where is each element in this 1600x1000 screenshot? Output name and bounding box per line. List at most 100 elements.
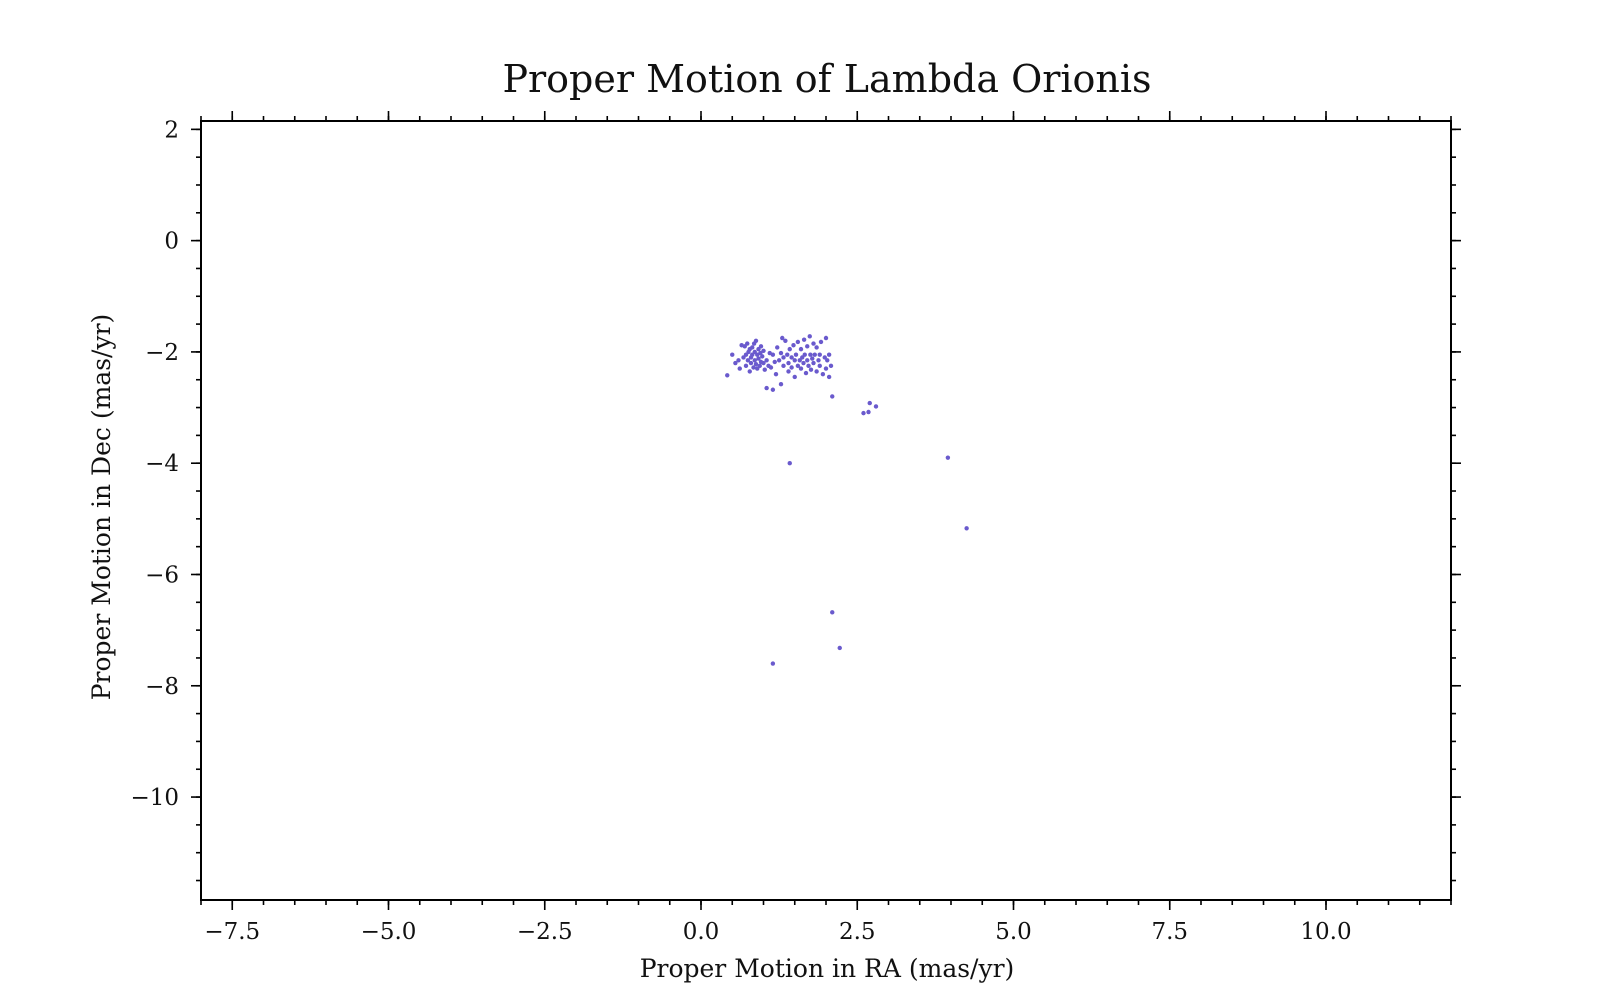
scatter-point: [785, 352, 790, 357]
x-tick-label: −7.5: [204, 919, 260, 945]
scatter-point: [770, 352, 776, 357]
scatter-point: [733, 360, 738, 366]
scatter-point: [764, 385, 769, 391]
scatter-point: [775, 345, 780, 350]
scatter-point: [945, 455, 951, 460]
scatter-point: [830, 394, 835, 399]
axis-ticks: [191, 111, 1461, 910]
scatter-point: [745, 358, 751, 363]
x-tick-label: 5.0: [995, 919, 1032, 945]
scatter-point: [826, 374, 832, 380]
scatter-point: [795, 363, 801, 369]
scatter-point: [770, 661, 776, 666]
scatter-point: [826, 352, 832, 357]
scatter-point: [764, 358, 769, 363]
scatter-point: [811, 360, 816, 366]
scatter-point: [807, 334, 812, 339]
x-axis-label: Proper Motion in RA (mas/yr): [640, 954, 1015, 983]
scatter-point: [787, 461, 792, 466]
scatter-point: [798, 346, 804, 352]
scatter-point: [812, 352, 817, 357]
scatter-point: [837, 645, 842, 651]
x-tick-label: 2.5: [839, 919, 876, 945]
scatter-point: [750, 345, 755, 350]
scatter-point: [817, 352, 822, 357]
scatter-point: [789, 365, 794, 370]
x-tick-label: −5.0: [361, 919, 417, 945]
scatter-point: [758, 344, 764, 349]
data-points: [725, 334, 969, 666]
scatter-point: [792, 374, 797, 380]
scatter-point: [791, 343, 796, 348]
scatter-point: [820, 371, 826, 377]
scatter-point: [795, 339, 801, 345]
scatter-point: [751, 365, 756, 370]
scatter-point: [803, 370, 809, 376]
scatter-point: [814, 345, 819, 350]
scatter-point: [818, 339, 824, 345]
scatter-point: [756, 356, 761, 361]
scatter-point: [787, 346, 792, 352]
scatter-point: [783, 338, 788, 343]
y-tick-label: −2: [145, 340, 179, 366]
x-tick-label: 7.5: [1151, 919, 1188, 945]
scatter-point: [798, 366, 804, 371]
y-tick-label: −10: [130, 785, 179, 811]
scatter-point: [730, 352, 735, 357]
scatter-point: [747, 369, 752, 374]
scatter-point: [781, 363, 786, 369]
scatter-point: [793, 352, 799, 357]
scatter-point: [811, 341, 816, 346]
chart-title: Proper Motion of Lambda Orionis: [502, 57, 1151, 101]
scatter-point: [801, 360, 806, 366]
y-tick-label: −4: [145, 451, 179, 477]
scatter-point: [816, 358, 821, 363]
scatter-point: [773, 371, 779, 377]
x-tick-label: −2.5: [517, 919, 573, 945]
scatter-point: [748, 360, 754, 366]
y-tick-label: −6: [145, 562, 179, 588]
y-tick-label: 2: [164, 117, 179, 143]
scatter-point: [760, 354, 765, 359]
y-tick-label: 0: [164, 229, 179, 255]
scatter-point: [768, 365, 774, 370]
scatter-point: [861, 410, 866, 416]
scatter-point: [817, 363, 822, 369]
scatter-point: [806, 363, 811, 369]
scatter-point: [758, 350, 763, 356]
scatter-point: [808, 352, 813, 357]
plot-frame: [200, 120, 1452, 901]
y-axis-label: Proper Motion in Dec (mas/yr): [87, 314, 116, 701]
scatter-point: [762, 367, 767, 372]
scatter-point: [772, 359, 777, 365]
scatter-point: [792, 358, 797, 363]
scatter-point: [814, 369, 819, 374]
scatter-point: [823, 366, 829, 371]
scatter-point: [753, 361, 759, 367]
scatter-point: [745, 341, 750, 346]
scatter-point: [866, 409, 871, 415]
scatter-point: [757, 363, 762, 369]
scatter-point: [873, 404, 879, 409]
scatter-point: [737, 366, 742, 371]
scatter-point: [802, 352, 807, 357]
scatter-point: [805, 344, 810, 349]
scatter-point: [801, 337, 807, 342]
scatter-point: [964, 526, 969, 531]
scatter-point: [781, 355, 786, 360]
scatter-point: [736, 358, 741, 363]
scatter-point: [830, 610, 835, 615]
scatter-point: [828, 363, 834, 369]
scatter-point: [825, 358, 830, 363]
scatter-point: [823, 335, 829, 341]
x-tick-label: 0.0: [683, 919, 720, 945]
scatter-point: [789, 355, 794, 360]
scatter-point: [778, 350, 784, 356]
scatter-point: [770, 387, 776, 392]
scatter-point: [808, 367, 814, 372]
tick-labels: −7.5 −5.0 −2.5 0.0 2.5 5.0 7.5 10.0 2 0 −2 −4 −6 −8 −1…: [130, 117, 1351, 945]
scatter-point: [867, 400, 872, 406]
scatter-point: [786, 360, 791, 366]
scatter-point: [725, 373, 730, 378]
